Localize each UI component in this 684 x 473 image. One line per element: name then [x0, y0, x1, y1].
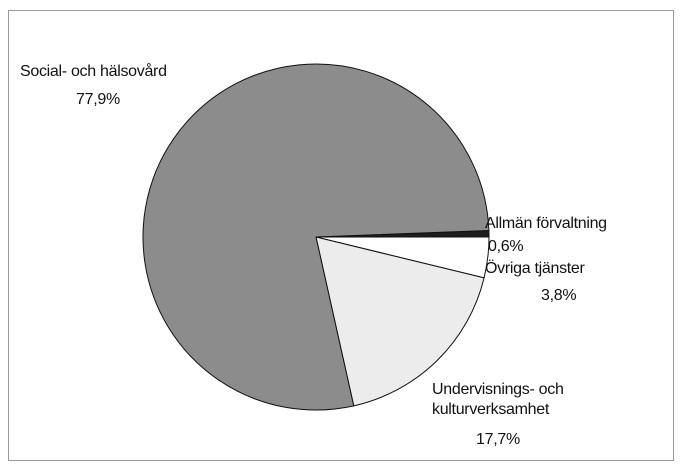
slice-label: Undervisnings- och kulturverksamhet	[432, 381, 564, 418]
slice-value: 0,6%	[488, 238, 524, 255]
chart-frame	[8, 10, 674, 461]
slice-label: Allmän förvaltning	[485, 215, 607, 232]
slice-value: 3,8%	[541, 287, 577, 304]
slice-label: Övriga tjänster	[485, 260, 585, 277]
slice-value: 17,7%	[476, 431, 520, 448]
pie-slice	[142, 63, 490, 411]
slice-value: 77,9%	[76, 91, 120, 108]
slice-label: Social- och hälsovård	[20, 63, 167, 80]
pie-slice	[315, 236, 485, 407]
